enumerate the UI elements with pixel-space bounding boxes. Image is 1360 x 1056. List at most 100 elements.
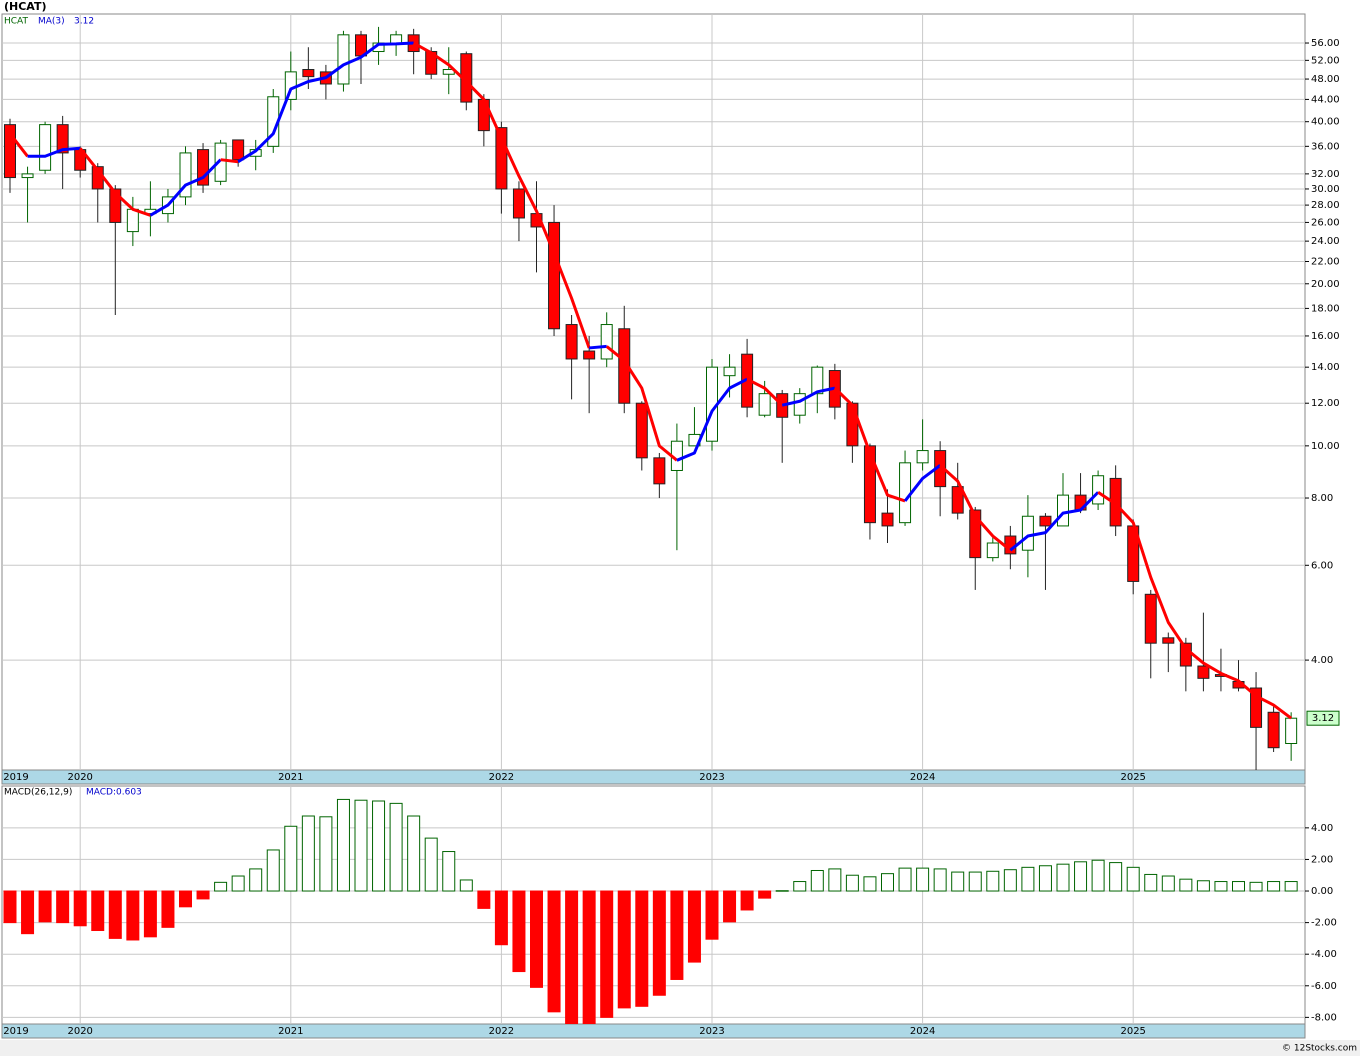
y-tick-label: 16.00 — [1311, 331, 1340, 342]
macd-bar — [3, 890, 17, 924]
macd-bar — [266, 849, 280, 892]
candle-body — [811, 366, 824, 395]
macd-bar — [723, 890, 737, 923]
plot-area — [3, 798, 1298, 1024]
x-tick-label: 2020 — [67, 772, 92, 783]
macd-bar — [793, 881, 807, 892]
candle-body — [56, 124, 69, 154]
credit: © 12Stocks.com — [1282, 1044, 1357, 1054]
y-tick-label: 4.00 — [1311, 655, 1333, 666]
y-tick-label: 56.00 — [1311, 38, 1340, 49]
y-tick-label: -4.00 — [1311, 949, 1337, 960]
x-tick-label: 2025 — [1120, 1026, 1145, 1037]
y-tick-label: -6.00 — [1311, 981, 1337, 992]
candle-body — [512, 188, 525, 219]
candle-body — [758, 393, 771, 416]
candle-body — [1197, 665, 1210, 679]
macd-bar — [1267, 881, 1281, 892]
macd-bar — [687, 890, 701, 963]
macd-bar — [1179, 878, 1193, 892]
y-tick-label: 6.00 — [1311, 560, 1333, 571]
ma-line — [605, 345, 678, 462]
candle-body — [179, 152, 192, 198]
candle-body — [197, 149, 210, 186]
y-tick-label: 26.00 — [1311, 217, 1340, 228]
ma-line — [903, 464, 942, 502]
candle-body — [565, 324, 578, 360]
y-tick-label: 48.00 — [1311, 74, 1340, 85]
macd-bar — [828, 868, 842, 892]
macd-bar — [1214, 881, 1228, 892]
x-tick-label: 2019 — [3, 1026, 28, 1037]
macd-bar — [196, 890, 210, 900]
x-tick-label: 2024 — [910, 772, 935, 783]
macd-bar — [845, 874, 859, 892]
candle-body — [863, 445, 876, 524]
macd-bar — [1021, 866, 1035, 892]
macd-bar — [424, 837, 438, 892]
ma-line — [412, 41, 591, 349]
macd-bar — [143, 890, 157, 938]
macd-bar — [56, 890, 70, 924]
macd-bar — [1074, 861, 1088, 892]
macd-bar — [916, 867, 930, 892]
macd-bar — [38, 890, 52, 923]
candle-body — [846, 402, 859, 447]
x-tick-label: 2024 — [910, 1026, 935, 1037]
legend-symbol: HCAT — [4, 17, 29, 27]
y-tick-label: 32.00 — [1311, 169, 1340, 180]
candle-body — [477, 98, 490, 132]
y-tick-label: 28.00 — [1311, 200, 1340, 211]
y-tick-label: 4.00 — [1311, 823, 1333, 834]
y-tick-label: 12.00 — [1311, 398, 1340, 409]
macd-bar — [775, 890, 789, 892]
candle-body — [1267, 711, 1280, 749]
macd-bar — [1003, 869, 1017, 892]
candle-body — [390, 34, 403, 44]
year-strip — [1, 1023, 1306, 1039]
candle-body — [4, 124, 16, 179]
macd-bar — [565, 890, 579, 1024]
macd-bar — [477, 890, 491, 909]
macd-bar — [1091, 859, 1105, 892]
y-tick-label: 52.00 — [1311, 55, 1340, 66]
y-tick-label: 2.00 — [1311, 854, 1333, 865]
macd-bar — [1232, 881, 1245, 892]
macd-bar — [881, 873, 894, 892]
macd-bar — [617, 890, 631, 1009]
ma-line — [79, 147, 151, 217]
macd-bar — [810, 869, 824, 892]
macd-bar — [863, 876, 877, 892]
y-tick-label: 44.00 — [1311, 94, 1340, 105]
legend-macd: MACD(26,12,9) — [4, 788, 72, 798]
y-tick-label: 10.00 — [1311, 441, 1340, 452]
candle-body — [39, 124, 52, 171]
macd-bar — [951, 871, 965, 892]
y-tick-label: 20.00 — [1311, 279, 1340, 290]
x-tick-label: 2022 — [489, 1026, 514, 1037]
ma-line — [589, 344, 607, 350]
candle-body — [1021, 515, 1034, 551]
ma-line — [1009, 491, 1100, 552]
macd-bar — [933, 868, 947, 892]
candle-body — [21, 173, 34, 179]
candle-body — [232, 139, 245, 161]
price-tag-label: 3.12 — [1312, 713, 1334, 724]
macd-bar — [494, 890, 508, 946]
chart-title: (HCAT) — [4, 0, 47, 13]
macd-bar — [547, 890, 561, 1013]
macd-bar — [354, 799, 368, 892]
macd-bar — [284, 825, 298, 892]
macd-bar — [986, 870, 1000, 892]
y-tick-label: -8.00 — [1311, 1012, 1337, 1023]
y-tick-label: -2.00 — [1311, 918, 1337, 929]
candle-body — [793, 393, 806, 416]
candle-body — [916, 450, 929, 464]
macd-bar — [73, 890, 87, 927]
y-tick-label: 8.00 — [1311, 493, 1333, 504]
ma-line — [237, 41, 414, 164]
x-tick-label: 2023 — [699, 1026, 724, 1037]
legend-macd-value: MACD:0.603 — [86, 788, 142, 798]
macd-bar — [407, 815, 421, 892]
